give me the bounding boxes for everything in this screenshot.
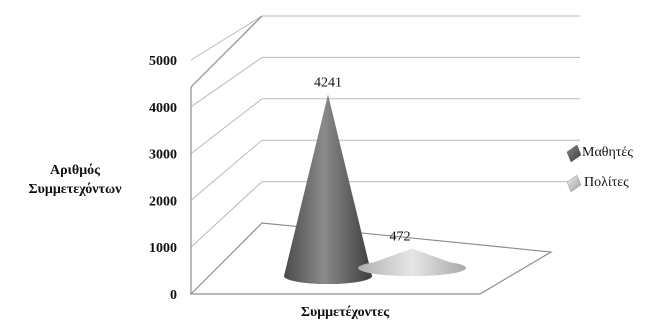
legend-swatch-1: [566, 174, 582, 193]
legend: Μαθητές Πολίτες: [566, 144, 633, 193]
gridline-2000: [190, 139, 580, 201]
x-axis-title: Συμμετέχοντες: [301, 305, 390, 320]
floor: [189, 222, 553, 295]
y-axis-title-line2: Συμμετεχόντων: [29, 182, 123, 197]
cones: [284, 94, 466, 284]
y-tick-label-2000: 2000: [149, 194, 177, 209]
legend-item-0: Μαθητές: [566, 144, 633, 163]
gridline-3000: [190, 98, 580, 154]
gridline-5000: [190, 15, 580, 61]
legend-item-1: Πολίτες: [566, 174, 629, 193]
y-tick-label-3000: 3000: [149, 148, 177, 163]
gridline-4000: [190, 56, 580, 108]
data-label-1: 472: [390, 230, 411, 245]
cone-0: [284, 94, 372, 284]
y-tick-label-0: 0: [170, 288, 177, 303]
axes: [189, 15, 553, 295]
data-labels: 4241 472: [314, 75, 411, 244]
cone-1: [358, 248, 466, 276]
gridline-1000: [190, 181, 580, 248]
y-axis-ticks: 0 1000 2000 3000 4000 5000: [149, 54, 177, 303]
legend-label-1: Πολίτες: [584, 175, 629, 190]
y-tick-label-5000: 5000: [149, 54, 177, 69]
y-tick-label-1000: 1000: [149, 241, 177, 256]
y-axis-left-edge: [190, 15, 263, 294]
y-axis-title-line1: Αριθμός: [50, 163, 101, 178]
data-label-0: 4241: [314, 75, 342, 90]
legend-label-0: Μαθητές: [582, 145, 633, 160]
legend-swatch-0: [566, 144, 582, 163]
gridlines: [190, 15, 580, 248]
y-tick-label-4000: 4000: [149, 101, 177, 116]
